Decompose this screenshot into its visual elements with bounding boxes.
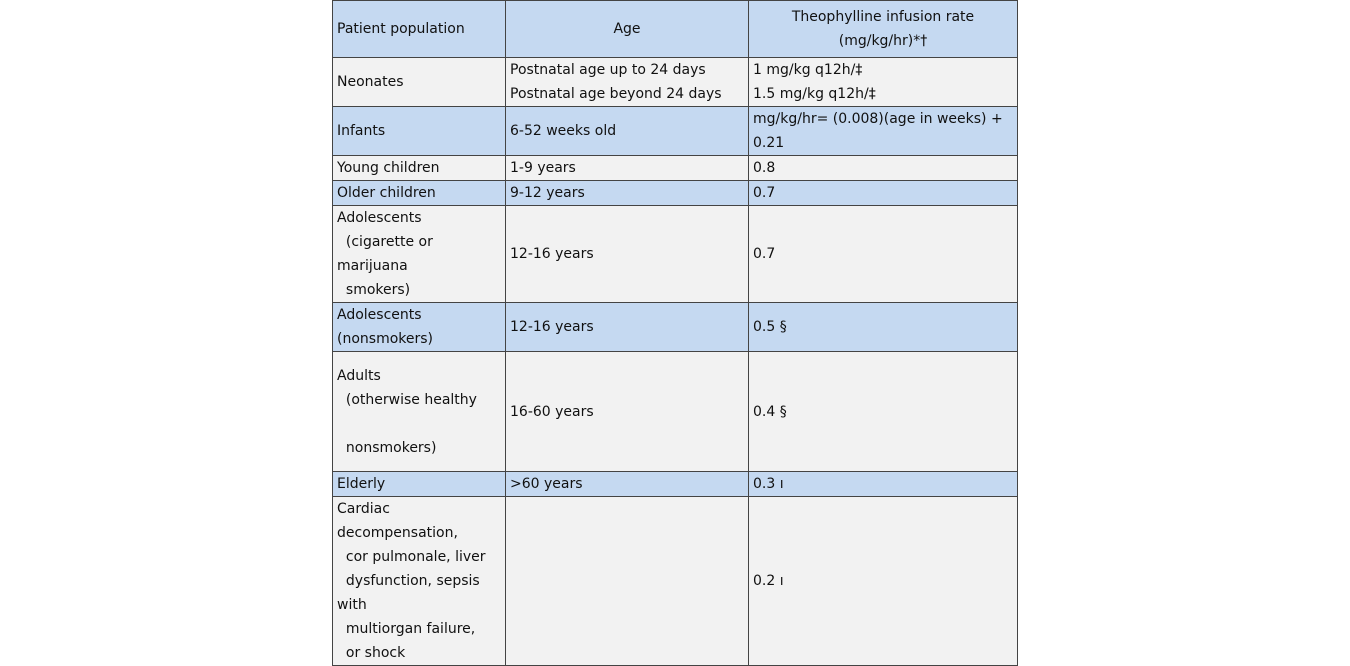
cell-line: Adults [337,367,381,384]
cell-line: multiorgan failure, [337,621,476,637]
cell-line: 0.5 § [753,319,787,335]
table-cell: 12-16 years [505,205,749,303]
table-cell: 1 mg/kg q12h/‡ 1.5 mg/kg q12h/‡ [748,57,1018,107]
table-cell: Postnatal age up to 24 days Postnatal age… [505,57,749,107]
cell-line: marijuana [337,258,408,274]
cell-line: smokers) [337,282,411,298]
table-cell: Adults (otherwise healthy nonsmokers) [332,351,506,472]
cell-line: Adolescents [337,210,422,226]
cell-line: nonsmokers) [337,439,437,456]
table-cell [505,496,749,666]
table-row: Neonates Postnatal age up to 24 days Postn… [332,57,1018,107]
table-cell: 12-16 years [505,302,749,352]
cell-line: Neonates [337,74,404,90]
cell-line: 0.2 ı [753,573,784,589]
table-cell: 9-12 years [505,180,749,206]
table-row: Infants 6-52 weeks old mg/kg/hr= (0.008)(a… [332,106,1018,156]
cell-line: 0.3 ı [753,476,784,492]
table-cell: Cardiac decompensation, cor pulmonale, li… [332,496,506,666]
cell-line: Age [613,21,641,37]
table-cell: 6-52 weeks old [505,106,749,156]
cell-line: Adolescents [337,307,422,323]
table-cell: 0.4 § [748,351,1018,472]
cell-line: Young children [337,160,440,176]
cell-line: 0.4 § [753,403,787,420]
table-cell: Young children [332,155,506,181]
table-cell: 1-9 years [505,155,749,181]
table-row: Adolescents (cigarette or marijuana smoke… [332,205,1018,303]
table-cell: 16-60 years [505,351,749,472]
cell-line: with [337,597,367,613]
cell-line: Cardiac [337,501,390,517]
cell-line: dysfunction, sepsis [337,573,480,589]
cell-line: Postnatal age beyond 24 days [510,86,722,102]
table-cell: 0.7 [748,180,1018,206]
cell-line: Infants [337,123,386,139]
cell-line: cor pulmonale, liver [337,549,486,565]
cell-line: mg/kg/hr= (0.008)(age in weeks) + [753,111,1003,127]
cell-line: 9-12 years [510,185,585,201]
cell-line: 6-52 weeks old [510,123,617,139]
table-cell: 0.3 ı [748,471,1018,497]
cell-line: (cigarette or [337,234,433,250]
cell-line: 0.21 [753,135,785,151]
table-cell: 0.2 ı [748,496,1018,666]
header-cell: Patient population [332,0,506,58]
table-cell: Older children [332,180,506,206]
table-cell: mg/kg/hr= (0.008)(age in weeks) + 0.21 [748,106,1018,156]
table-cell: Infants [332,106,506,156]
table-row: Elderly >60 years 0.3 ı [332,471,1018,497]
cell-line: 12-16 years [510,319,594,335]
cell-line: 16-60 years [510,403,594,420]
cell-line: Patient population [337,21,465,37]
table-cell: Adolescents (cigarette or marijuana smoke… [332,205,506,303]
table-cell: 0.5 § [748,302,1018,352]
cell-line: 0.7 [753,246,776,262]
cell-line: (mg/kg/hr)*† [838,33,928,49]
cell-line: 1.5 mg/kg q12h/‡ [753,86,876,102]
cell-line: Older children [337,185,436,201]
cell-line: Theophylline infusion rate [791,9,975,25]
dosing-table: Patient population Age Theophylline infusi… [332,0,1018,666]
table-cell: >60 years [505,471,749,497]
cell-line: decompensation, [337,525,458,541]
cell-line: 1 mg/kg q12h/‡ [753,62,863,78]
table-cell: 0.8 [748,155,1018,181]
cell-line: Postnatal age up to 24 days [510,62,706,78]
cell-line: or shock [337,645,406,661]
cell-line: 1-9 years [510,160,576,176]
table-cell: Elderly [332,471,506,497]
cell-line: 0.8 [753,160,776,176]
cell-line: (nonsmokers) [337,331,434,347]
header-row: Patient population Age Theophylline infusi… [332,0,1018,58]
table-row: Adolescents (nonsmokers) 12-16 years 0.5 § [332,302,1018,352]
table-row: Older children 9-12 years 0.7 [332,180,1018,206]
cell-line: Elderly [337,476,386,492]
table-cell: 0.7 [748,205,1018,303]
table-cell: Neonates [332,57,506,107]
cell-line: (otherwise healthy [337,391,477,408]
table-row: Cardiac decompensation, cor pulmonale, li… [332,496,1018,666]
cell-line: 0.7 [753,185,776,201]
cell-line: 12-16 years [510,246,594,262]
table-cell: Adolescents (nonsmokers) [332,302,506,352]
table-row: Young children 1-9 years 0.8 [332,155,1018,181]
header-cell: Age [505,0,749,58]
table-row: Adults (otherwise healthy nonsmokers) 16-… [332,351,1018,472]
cell-line: >60 years [510,476,583,492]
header-cell: Theophylline infusion rate (mg/kg/hr)*† [748,0,1018,58]
